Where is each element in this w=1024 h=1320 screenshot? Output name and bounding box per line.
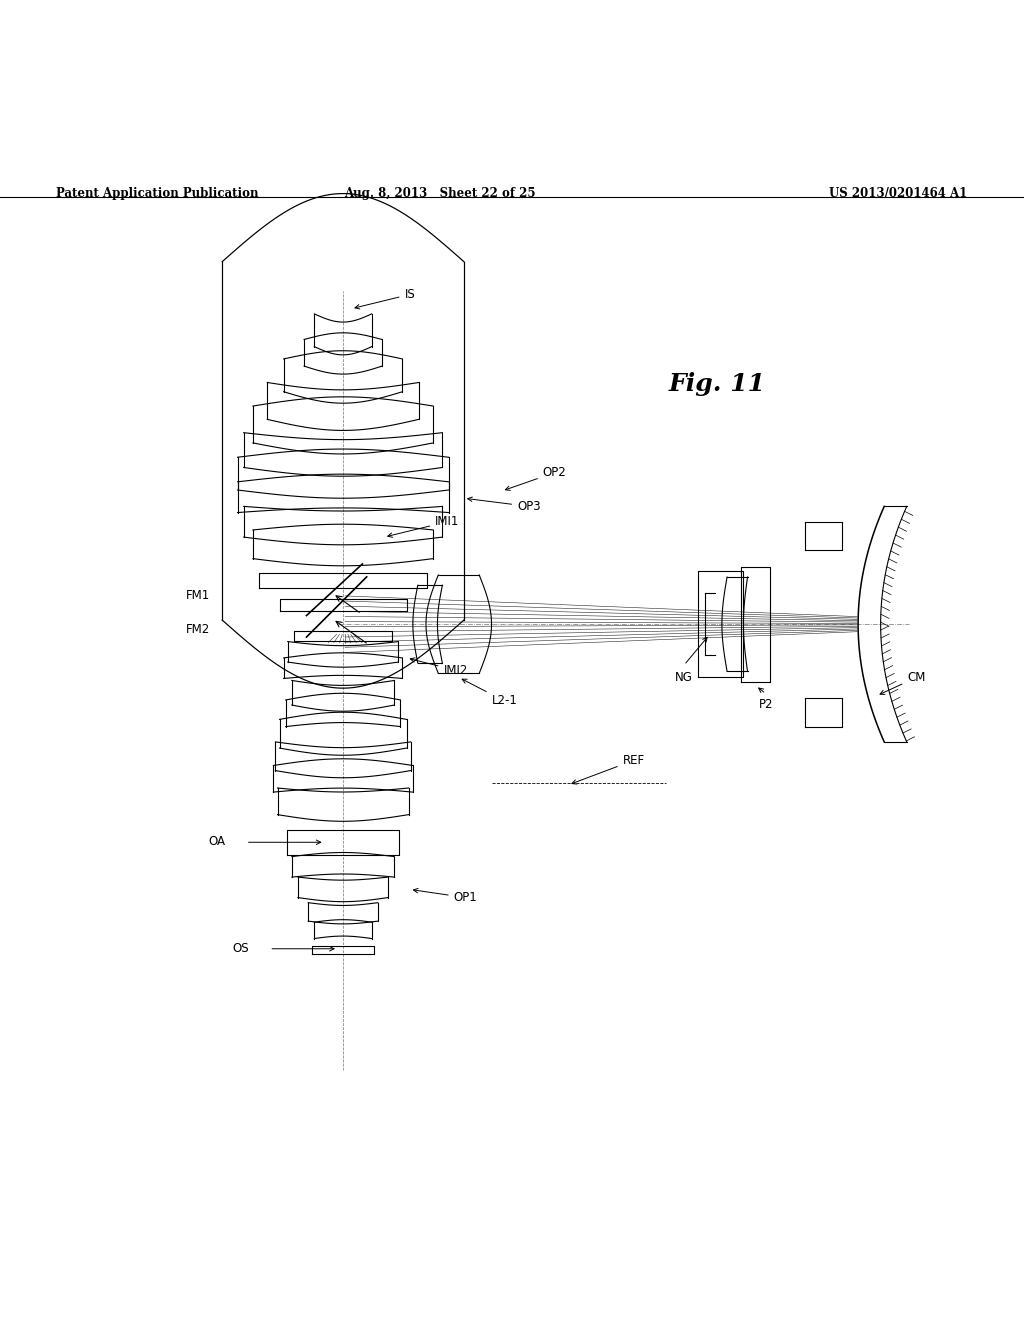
Text: IMI1: IMI1 bbox=[388, 515, 460, 537]
Text: L2-1: L2-1 bbox=[462, 680, 517, 708]
Text: CM: CM bbox=[880, 671, 926, 694]
Text: NG: NG bbox=[675, 671, 693, 684]
Text: OP1: OP1 bbox=[414, 888, 477, 904]
Text: FM2: FM2 bbox=[185, 623, 210, 636]
Text: Patent Application Publication: Patent Application Publication bbox=[56, 187, 259, 199]
Text: FM1: FM1 bbox=[185, 589, 210, 602]
Text: Fig. 11: Fig. 11 bbox=[669, 371, 765, 396]
Text: Aug. 8, 2013   Sheet 22 of 25: Aug. 8, 2013 Sheet 22 of 25 bbox=[344, 187, 537, 199]
Text: P2: P2 bbox=[759, 697, 773, 710]
Text: US 2013/0201464 A1: US 2013/0201464 A1 bbox=[829, 187, 968, 199]
Text: OS: OS bbox=[232, 942, 249, 956]
Text: REF: REF bbox=[572, 754, 645, 784]
Text: OP2: OP2 bbox=[506, 466, 566, 491]
Text: OP3: OP3 bbox=[468, 498, 541, 513]
Text: IS: IS bbox=[355, 288, 415, 309]
Text: IMI2: IMI2 bbox=[411, 657, 468, 677]
Text: OA: OA bbox=[208, 834, 225, 847]
